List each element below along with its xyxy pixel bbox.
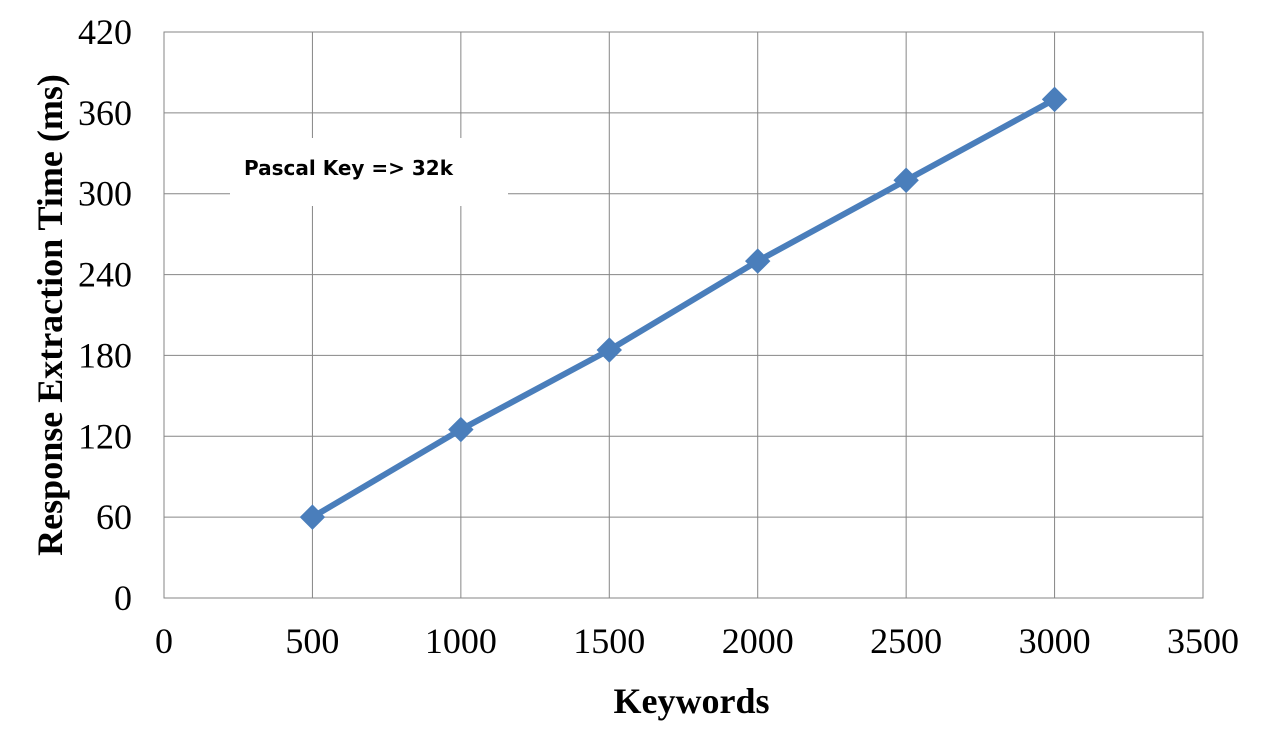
annotation-box	[230, 138, 508, 206]
y-tick-label: 120	[78, 416, 132, 456]
y-tick-label: 0	[114, 578, 132, 618]
series-line	[310, 96, 1057, 520]
y-tick-label: 60	[96, 497, 132, 537]
y-tick-label: 420	[78, 12, 132, 52]
y-tick-label: 360	[78, 93, 132, 133]
x-tick-label: 1500	[573, 621, 645, 661]
y-axis-ticks: 0 60 120 180 240 300 360 420	[78, 12, 132, 618]
series	[299, 86, 1068, 530]
data-point-marker	[1041, 86, 1068, 113]
x-tick-label: 3000	[1019, 621, 1091, 661]
annotation-text: Pascal Key => 32k	[244, 156, 454, 180]
data-point-marker	[745, 248, 771, 274]
annotation: Pascal Key => 32k	[230, 138, 508, 206]
y-axis-title: Response Extraction Time (ms)	[30, 74, 70, 556]
x-axis-ticks: 0 500 1000 1500 2000 2500 3000 3500	[155, 621, 1239, 661]
x-tick-label: 500	[285, 621, 339, 661]
x-tick-label: 1000	[425, 621, 497, 661]
data-point-marker	[299, 504, 326, 530]
y-tick-label: 180	[78, 335, 132, 375]
x-tick-label: 2000	[722, 621, 794, 661]
data-point-marker	[596, 337, 622, 363]
x-axis-title: Keywords	[614, 681, 770, 721]
x-tick-label: 0	[155, 621, 173, 661]
data-point-marker	[448, 416, 474, 443]
y-tick-label: 300	[78, 174, 132, 214]
x-tick-label: 3500	[1167, 621, 1239, 661]
x-tick-label: 2500	[870, 621, 942, 661]
plot-area	[163, 31, 1204, 599]
y-tick-label: 240	[78, 255, 132, 295]
grid	[163, 31, 1204, 599]
data-point-marker	[893, 167, 919, 193]
